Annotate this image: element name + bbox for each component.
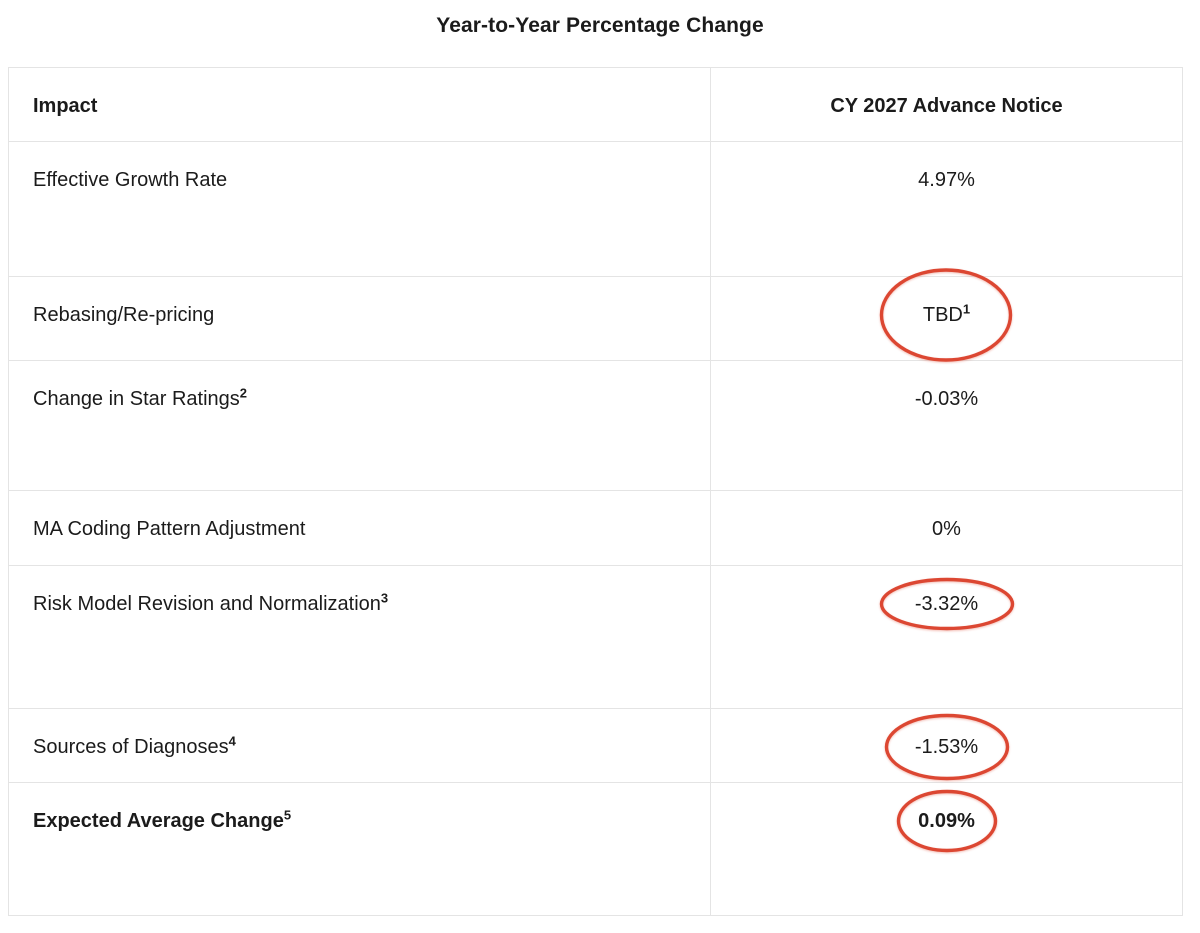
impact-label-text: Change in Star Ratings	[33, 388, 240, 410]
impact-label-text: Expected Average Change	[33, 810, 284, 832]
impact-label: Effective Growth Rate	[8, 141, 711, 277]
impact-value: -0.03%	[710, 360, 1183, 491]
column-header-impact: Impact	[8, 67, 711, 142]
impact-value: -1.53%	[710, 708, 1183, 783]
table-title: Year-to-Year Percentage Change	[436, 14, 764, 37]
impact-label-text: Sources of Diagnoses	[33, 736, 229, 758]
table-row: Effective Growth Rate 4.97%	[8, 141, 1183, 277]
impact-value: 4.97%	[710, 141, 1183, 277]
table-row: MA Coding Pattern Adjustment 0%	[8, 490, 1183, 566]
impact-label: Change in Star Ratings2	[8, 360, 711, 491]
value-text: 0.09%	[918, 810, 975, 832]
impact-label: Rebasing/Re-pricing	[8, 276, 711, 361]
impact-label: Expected Average Change5	[8, 782, 711, 916]
impact-label-text: Risk Model Revision and Normalization	[33, 593, 381, 615]
impact-label-text: MA Coding Pattern Adjustment	[33, 518, 306, 540]
value-text: -3.32%	[914, 593, 979, 615]
column-header-cy2027-advance-notice: CY 2027 Advance Notice	[710, 67, 1183, 142]
impact-label: MA Coding Pattern Adjustment	[8, 490, 711, 566]
footnote-marker: 4	[228, 733, 236, 749]
impact-value: 0%	[710, 490, 1183, 566]
impact-label: Risk Model Revision and Normalization3	[8, 565, 711, 709]
table-row: Rebasing/Re-pricing TBD1	[8, 268, 1183, 362]
value-text: TBD1	[922, 301, 971, 326]
footnote-marker: 2	[239, 385, 248, 401]
impact-label-text: Rebasing/Re-pricing	[33, 304, 215, 326]
impact-label: Sources of Diagnoses4	[8, 708, 711, 783]
table-row: Risk Model Revision and Normalization3 -…	[8, 565, 1183, 709]
value-text: 4.97%	[918, 169, 975, 191]
impact-label-text: Effective Growth Rate	[33, 169, 228, 191]
header-row: Impact CY 2027 Advance Notice	[8, 67, 1183, 142]
impact-table: Impact CY 2027 Advance Notice Effective …	[8, 67, 1183, 916]
footnote-marker: 3	[380, 590, 389, 606]
value-text: -1.53%	[914, 736, 979, 758]
value-text: 0%	[932, 518, 961, 540]
footnote-marker: 1	[962, 301, 971, 317]
value-text: -0.03%	[914, 388, 979, 410]
impact-value: 0.09%	[710, 782, 1183, 916]
table-row: Expected Average Change5 0.09%	[8, 782, 1183, 916]
table-row: Sources of Diagnoses4 -1.53%	[8, 708, 1183, 783]
table-row: Change in Star Ratings2 -0.03%	[8, 360, 1183, 491]
footnote-marker: 5	[283, 807, 292, 823]
impact-value: TBD1	[710, 268, 1183, 362]
impact-value: -3.32%	[710, 565, 1183, 709]
